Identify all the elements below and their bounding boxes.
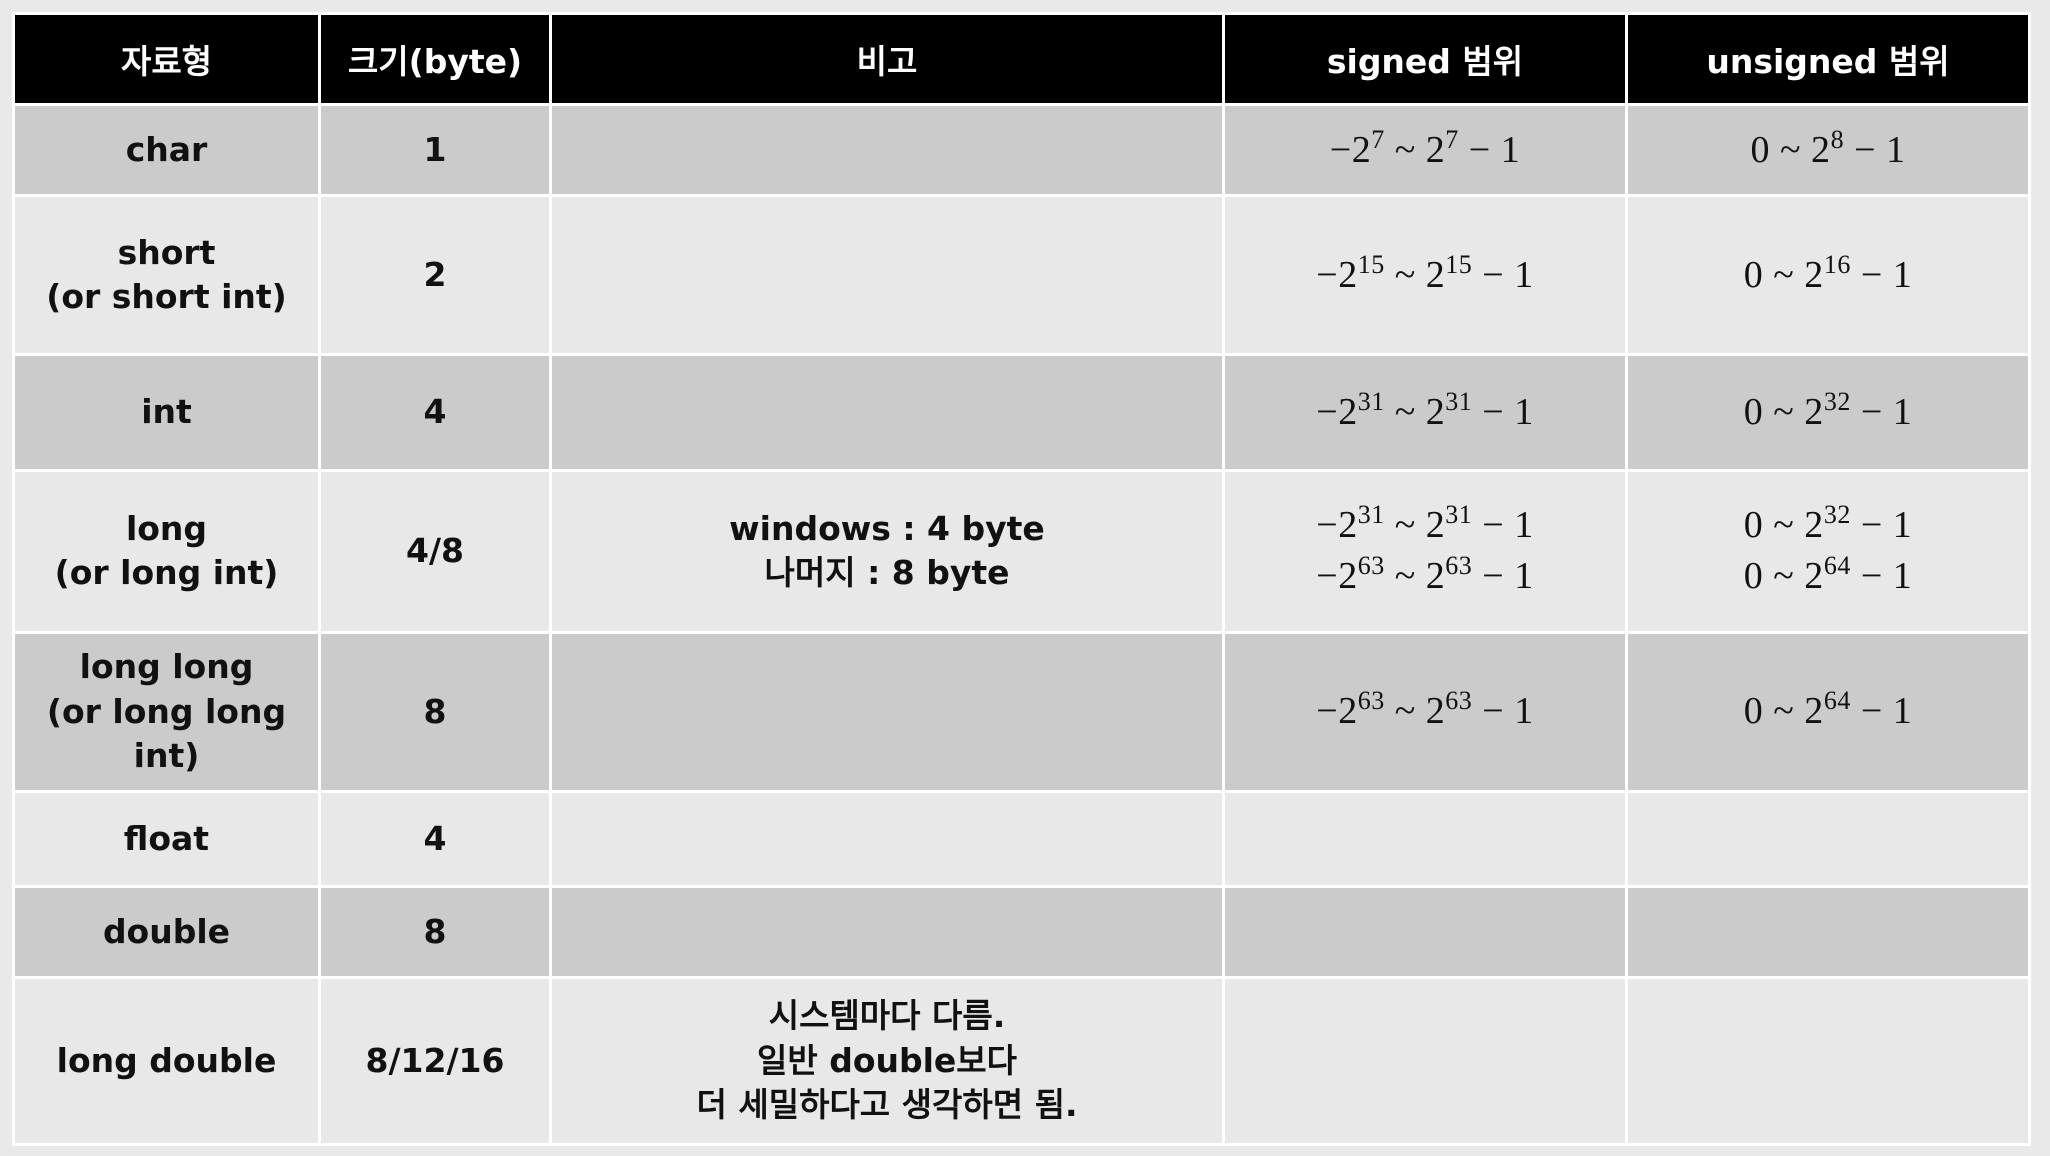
unsigned-range-line: 0 ~ 264 − 1 <box>1743 686 1913 733</box>
type-cell: long double <box>12 976 321 1146</box>
note-cell: windows : 4 byte 나머지 : 8 byte <box>549 468 1225 634</box>
type-line: int <box>141 392 192 432</box>
signed-range-line: −27 ~ 27 − 1 <box>1329 124 1521 171</box>
size-cell: 4 <box>318 353 552 472</box>
header-signed-range: signed 범위 <box>1222 12 1628 106</box>
table-row: long double 8/12/16 시스템마다 다름. 일반 double보다 더 … <box>12 976 2031 1146</box>
signed-range-line: −231 ~ 231 − 1 <box>1316 499 1534 546</box>
note-cell <box>549 353 1225 472</box>
table-row: long long (or long long int) 8 −263 ~ 263 −… <box>12 630 2031 794</box>
size-cell: 2 <box>318 194 552 357</box>
note-line: 나머지 : 8 byte <box>764 553 1010 593</box>
note-cell <box>549 790 1225 888</box>
unsigned-range-cell <box>1625 976 2031 1146</box>
size-cell: 4 <box>318 790 552 888</box>
unsigned-range-cell: 0 ~ 216 − 1 <box>1625 194 2031 357</box>
signed-range-cell <box>1222 790 1628 888</box>
unsigned-range-cell: 0 ~ 28 − 1 <box>1625 102 2031 198</box>
unsigned-range-line: 0 ~ 232 − 1 <box>1743 386 1913 433</box>
note-cell <box>549 194 1225 357</box>
size-cell: 1 <box>318 102 552 198</box>
type-cell: short (or short int) <box>12 194 321 357</box>
note-cell <box>549 884 1225 980</box>
note-line: 시스템마다 다름. <box>768 996 1006 1036</box>
table-row: long (or long int) 4/8 windows : 4 byte 나머지 … <box>12 468 2031 634</box>
type-line: (or long long int) <box>46 691 287 776</box>
unsigned-range-cell: 0 ~ 232 − 1 <box>1625 353 2031 472</box>
type-cell: long long (or long long int) <box>12 630 321 794</box>
table-row: char 1 −27 ~ 27 − 1 0 ~ 28 − 1 <box>12 102 2031 198</box>
table-row: float 4 <box>12 790 2031 888</box>
type-line: char <box>125 129 208 169</box>
table-row: short (or short int) 2 −215 ~ 215 − 1 0 ~ 21… <box>12 194 2031 357</box>
size-cell: 8 <box>318 630 552 794</box>
signed-range-cell <box>1222 884 1628 980</box>
size-cell: 8/12/16 <box>318 976 552 1146</box>
signed-range-cell: −231 ~ 231 − 1 <box>1222 353 1628 472</box>
note-cell <box>549 102 1225 198</box>
type-line: long <box>125 508 208 548</box>
type-cell: int <box>12 353 321 472</box>
header-type: 자료형 <box>12 12 321 106</box>
type-line: double <box>102 911 231 951</box>
type-line: float <box>123 818 210 858</box>
header-row: 자료형 크기(byte) 비고 signed 범위 unsigned 범위 <box>12 12 2031 106</box>
data-type-table: 자료형 크기(byte) 비고 signed 범위 unsigned 범위 ch… <box>12 12 2031 1146</box>
unsigned-range-line: 0 ~ 264 − 1 <box>1743 551 1913 598</box>
size-cell: 8 <box>318 884 552 980</box>
unsigned-range-cell: 0 ~ 232 − 1 0 ~ 264 − 1 <box>1625 468 2031 634</box>
type-cell: char <box>12 102 321 198</box>
type-line: (or short int) <box>46 277 287 317</box>
type-line: short <box>117 232 216 272</box>
type-cell: double <box>12 884 321 980</box>
unsigned-range-line: 0 ~ 216 − 1 <box>1743 249 1913 296</box>
signed-range-line: −215 ~ 215 − 1 <box>1316 249 1534 296</box>
unsigned-range-line: 0 ~ 232 − 1 <box>1743 499 1913 546</box>
type-line: (or long int) <box>54 553 279 593</box>
signed-range-cell: −263 ~ 263 − 1 <box>1222 630 1628 794</box>
signed-range-line: −263 ~ 263 − 1 <box>1316 686 1534 733</box>
unsigned-range-cell: 0 ~ 264 − 1 <box>1625 630 2031 794</box>
type-line: long double <box>56 1040 277 1080</box>
note-line: 일반 double보다 <box>756 1040 1018 1080</box>
header-unsigned-range: unsigned 범위 <box>1625 12 2031 106</box>
type-line: long long <box>79 647 254 687</box>
unsigned-range-cell <box>1625 790 2031 888</box>
signed-range-line: −263 ~ 263 − 1 <box>1316 551 1534 598</box>
signed-range-cell: −215 ~ 215 − 1 <box>1222 194 1628 357</box>
signed-range-cell: −27 ~ 27 − 1 <box>1222 102 1628 198</box>
signed-range-cell <box>1222 976 1628 1146</box>
note-line: windows : 4 byte <box>729 508 1045 548</box>
signed-range-line: −231 ~ 231 − 1 <box>1316 386 1534 433</box>
signed-range-cell: −231 ~ 231 − 1 −263 ~ 263 − 1 <box>1222 468 1628 634</box>
size-cell: 4/8 <box>318 468 552 634</box>
header-size: 크기(byte) <box>318 12 552 106</box>
note-line: 더 세밀하다고 생각하면 됨. <box>696 1085 1078 1125</box>
table-row: int 4 −231 ~ 231 − 1 0 ~ 232 − 1 <box>12 353 2031 472</box>
unsigned-range-line: 0 ~ 28 − 1 <box>1750 124 1906 171</box>
type-cell: float <box>12 790 321 888</box>
unsigned-range-cell <box>1625 884 2031 980</box>
header-note: 비고 <box>549 12 1225 106</box>
table-row: double 8 <box>12 884 2031 980</box>
note-cell <box>549 630 1225 794</box>
type-cell: long (or long int) <box>12 468 321 634</box>
